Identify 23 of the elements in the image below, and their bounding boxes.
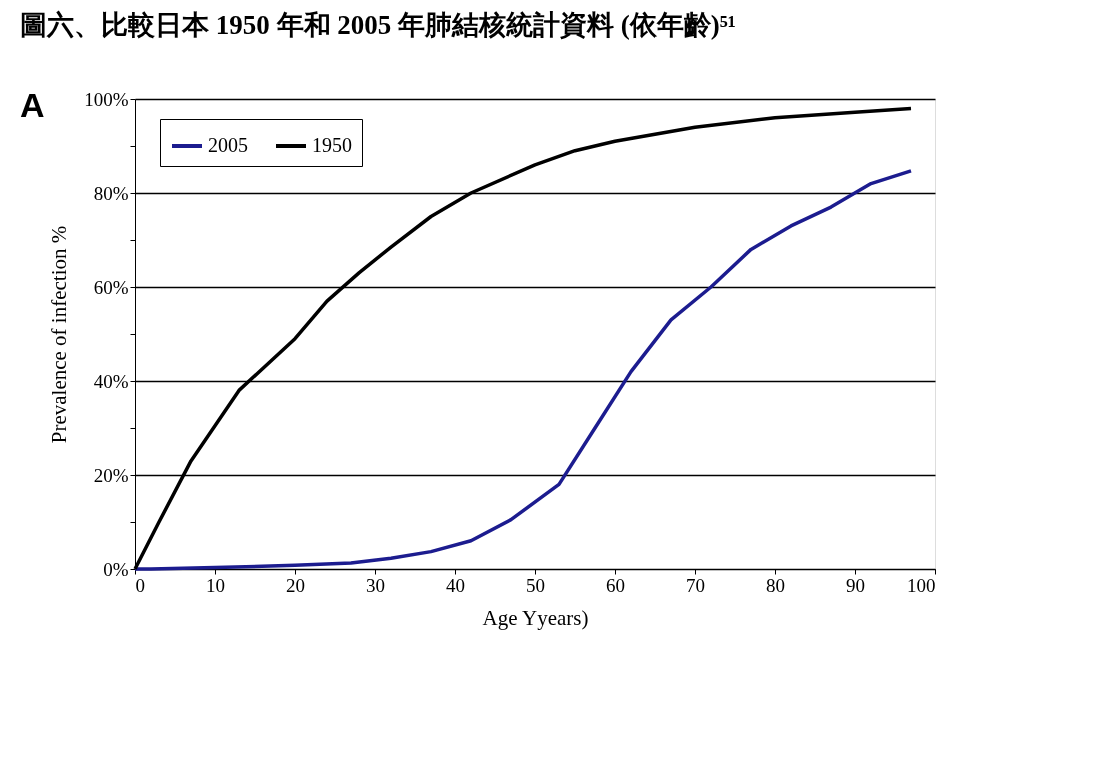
y-tick-label: 80% <box>93 182 129 204</box>
chart-title: 圖六、比較日本 1950 年和 2005 年肺結核統計資料 (依年齡)⁵¹ <box>20 10 736 40</box>
x-tick-label: 10 <box>206 574 225 596</box>
legend-label: 2005 <box>208 134 248 156</box>
x-tick-label: 90 <box>846 574 865 596</box>
x-axis-title: Age Yyears) <box>482 605 589 630</box>
x-tick-label: 50 <box>526 574 545 596</box>
x-tick-label: 20 <box>286 574 305 596</box>
y-tick-label: 60% <box>93 276 129 298</box>
y-tick-label: 0% <box>103 558 129 580</box>
x-tick-label: 80 <box>766 574 785 596</box>
text: A <box>20 86 45 124</box>
y-axis-title: Prevalence of infection % <box>47 225 72 444</box>
x-tick-label: 70 <box>686 574 705 596</box>
y-tick-label: 100% <box>84 88 129 110</box>
x-tick-label: 0 <box>135 574 145 596</box>
x-tick-label: 60 <box>606 574 625 596</box>
y-tick-label: 20% <box>93 464 129 486</box>
legend-label: 1950 <box>312 134 352 156</box>
x-tick-label: 30 <box>366 574 385 596</box>
x-tick-label: 40 <box>446 574 465 596</box>
x-tick-label: 100 <box>907 574 936 596</box>
y-tick-label: 40% <box>93 370 129 392</box>
